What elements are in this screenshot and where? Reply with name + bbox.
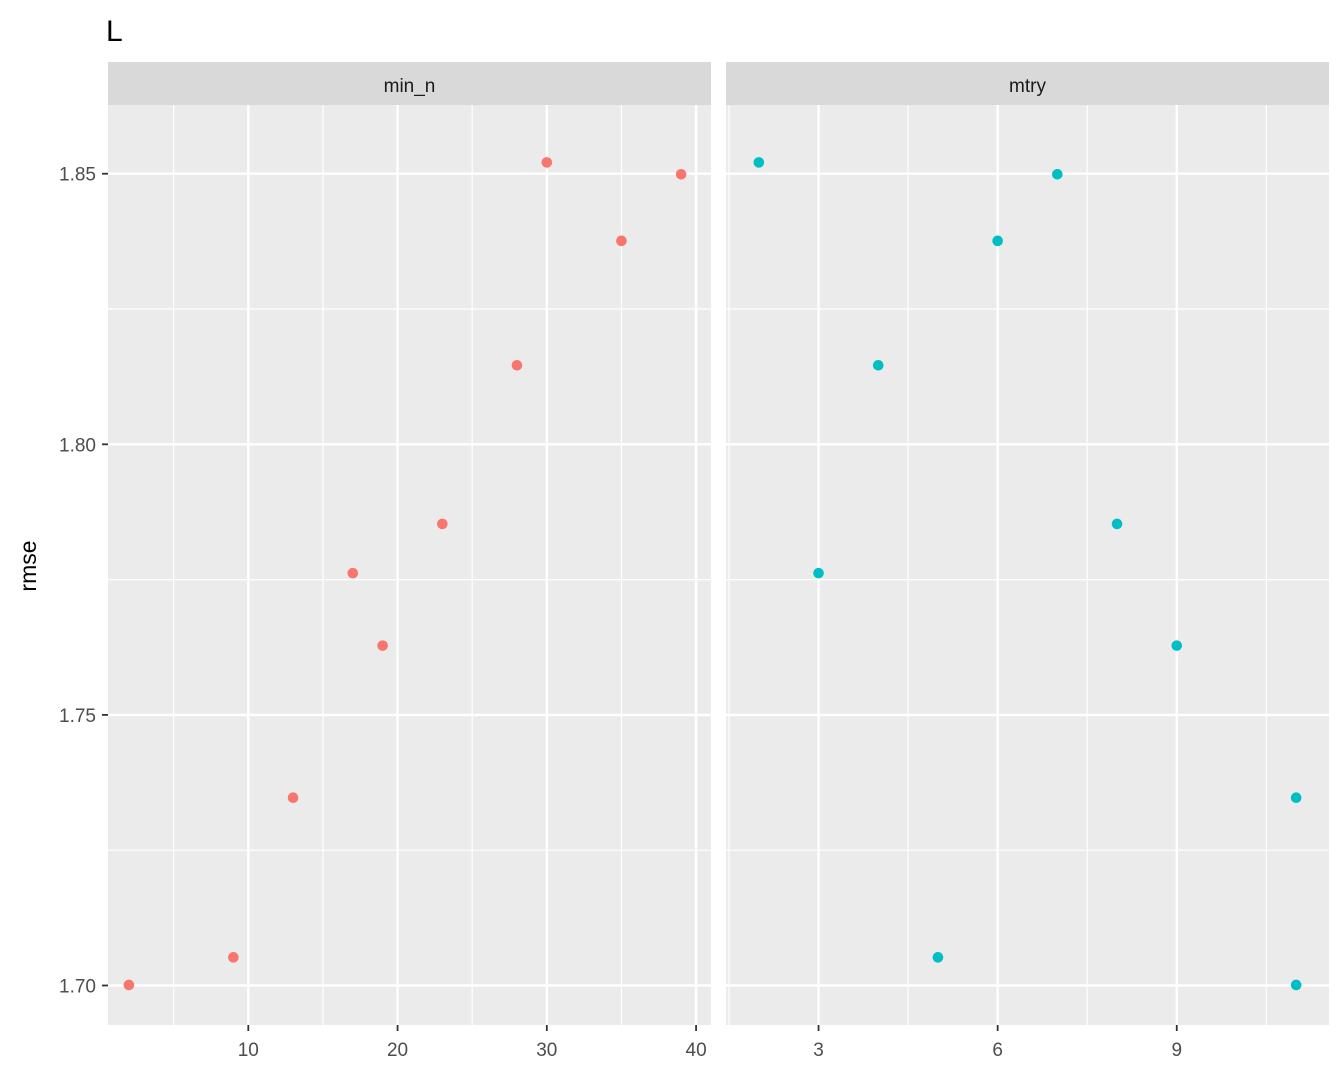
strip-label: mtry [1009,76,1046,97]
data-point [616,235,627,247]
data-point [813,567,824,579]
x-tick-label: 6 [992,1040,1003,1061]
data-point [1052,168,1063,180]
x-tick-label: 9 [1171,1040,1182,1061]
y-tick-label: 1.80 [59,435,96,456]
data-point [753,157,765,168]
x-tick-label: 40 [686,1040,707,1061]
x-tick-label: 20 [387,1040,408,1061]
data-point [377,640,388,651]
strip-label: min_n [384,76,436,97]
data-point [123,979,135,991]
plot-layer: min_n 10 20 30 40 mtry 3 6 9 1.70 1.75 1.80 1.85 [59,62,1329,1061]
data-point [1290,979,1302,991]
strip-background [108,62,711,105]
strip-background [726,62,1329,105]
data-point [1111,518,1123,530]
y-tick-label: 1.70 [59,976,96,997]
data-point [228,952,239,963]
data-point [287,792,299,804]
panel-background [726,105,1329,1025]
y-tick-label: 1.75 [59,706,96,727]
data-point [1171,640,1183,651]
y-axis-title: rmse [15,540,41,591]
data-point [932,952,944,963]
data-point [437,518,448,530]
x-tick-label: 30 [536,1040,557,1061]
chart-title: L [106,15,123,48]
data-point [872,360,884,371]
data-point [1290,792,1302,804]
data-point [347,567,359,579]
y-tick-label: 1.85 [59,165,96,186]
x-tick-label: 3 [813,1040,824,1061]
data-point [541,157,553,168]
data-point [675,168,687,180]
data-point [992,235,1003,247]
data-point [511,360,523,371]
panel-background [108,105,711,1025]
x-tick-label: 10 [238,1040,259,1061]
